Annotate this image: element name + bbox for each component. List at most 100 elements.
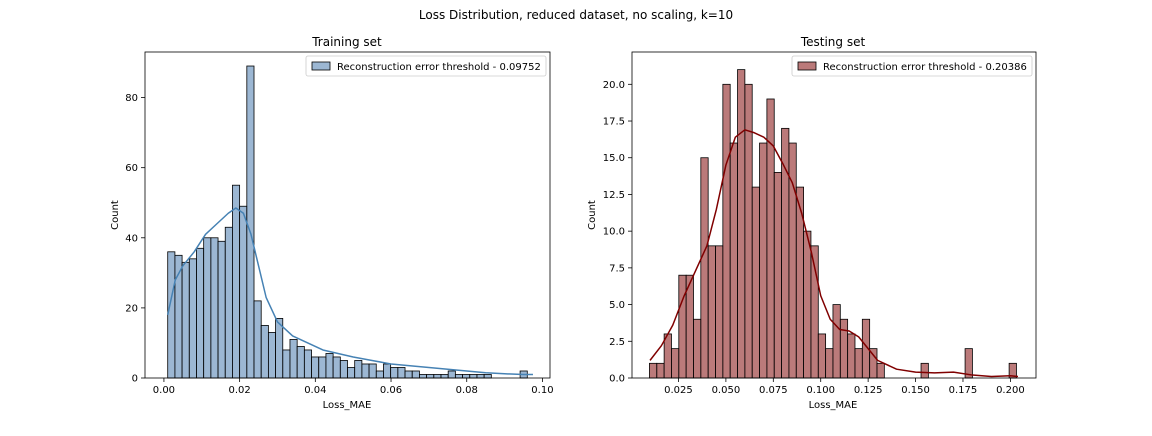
training-set-xlabel: Loss_MAE: [323, 400, 372, 411]
testing-histogram-bar: [781, 127, 790, 379]
training-set-title: Training set: [311, 35, 382, 49]
testing-histogram-bar: [759, 142, 768, 379]
training-histogram-bar: [188, 258, 197, 379]
training-histogram-bar: [411, 370, 420, 379]
training-histogram-bar: [483, 374, 492, 379]
training-set-plot-area: 0.00 0.02 0.04 0.06 0.08 0.10 0 20 40 60 80 Reconst…: [125, 51, 554, 396]
testing-y-tick-label: 17.5: [603, 117, 625, 128]
testing-y-tick-label: 10.0: [603, 227, 625, 238]
training-histogram-bar: [361, 363, 370, 379]
testing-histogram-bar: [803, 230, 812, 379]
testing-histogram-bar: [920, 362, 929, 379]
training-histogram-bar: [426, 374, 435, 379]
testing-histogram-bar: [663, 333, 672, 379]
testing-x-tick-label: 0.125: [854, 385, 883, 396]
training-histogram-bar: [311, 356, 320, 379]
training-histogram-bar: [210, 237, 219, 379]
testing-x-tick-label: 0.175: [949, 385, 978, 396]
testing-histogram-bar: [671, 348, 680, 379]
testing-y-tick-label: 15.0: [603, 153, 625, 164]
training-histogram-bar: [260, 325, 269, 379]
training-histogram-bar: [232, 184, 241, 379]
testing-set-plot-area: 0.025 0.050 0.075 0.100 0.125 0.150 0.175 0.200…: [603, 51, 1037, 396]
testing-histogram-bar: [832, 304, 841, 379]
training-y-tick-label: 20: [125, 303, 138, 314]
training-histogram-bar: [476, 374, 485, 379]
training-histogram-bar: [296, 346, 305, 379]
testing-x-tick-label: 0.100: [806, 385, 835, 396]
testing-histogram-bar: [715, 245, 724, 379]
training-legend-box: [305, 55, 547, 77]
training-x-tick-label: 0.10: [531, 385, 553, 396]
training-histogram-bar: [282, 349, 291, 379]
testing-histogram-bar: [707, 245, 716, 379]
testing-set-xlabel: Loss_MAE: [809, 400, 858, 411]
training-y-tick-label: 0: [132, 374, 138, 385]
testing-axes-frame: [631, 51, 1037, 379]
training-histogram-bar: [419, 374, 428, 379]
training-x-tick-label: 0.08: [456, 385, 478, 396]
training-histogram-bar: [224, 226, 233, 379]
training-histogram-bar: [325, 353, 334, 379]
training-histogram-bar: [303, 349, 312, 379]
testing-y-tick-label: 12.5: [603, 190, 625, 201]
figure-title: Loss Distribution, reduced dataset, no s…: [419, 8, 733, 22]
training-y-tick-label: 60: [125, 163, 138, 174]
testing-x-tick-label: 0.050: [712, 385, 741, 396]
training-histogram-bar: [289, 339, 298, 379]
training-set-ylabel: Count: [110, 200, 121, 230]
testing-legend-label: Reconstruction error threshold - 0.20386: [823, 62, 1027, 73]
testing-histogram-bar: [839, 318, 849, 379]
training-axes-frame: [144, 51, 551, 379]
training-histogram-bar: [196, 247, 205, 379]
testing-y-tick-label: 20.0: [603, 80, 625, 91]
training-legend: Reconstruction error threshold - 0.09752: [305, 55, 547, 77]
testing-histogram-bar: [744, 83, 753, 379]
testing-legend-box: [791, 55, 1033, 77]
testing-histogram-bar: [649, 362, 658, 379]
training-histogram-bar: [347, 367, 356, 379]
training-histogram-bar: [447, 370, 456, 379]
testing-histogram-bar: [825, 348, 834, 379]
testing-legend: Reconstruction error threshold - 0.20386: [791, 55, 1033, 77]
training-set-panel: Training set Loss_MAE Count 0.00 0.02 0.04…: [110, 35, 554, 411]
training-kde-line: [166, 207, 533, 376]
training-x-tick-label: 0.04: [304, 385, 326, 396]
testing-histogram-bar: [854, 348, 863, 379]
testing-histogram-bar: [737, 69, 746, 379]
training-histogram-bar: [217, 240, 226, 379]
testing-histogram-bar: [773, 172, 782, 379]
testing-x-tick-label: 0.075: [759, 385, 788, 396]
training-histogram-bar: [440, 374, 449, 379]
testing-set-ylabel: Count: [587, 200, 598, 230]
training-x-tick-label: 0.06: [380, 385, 402, 396]
training-histogram-bar: [181, 261, 190, 379]
training-histogram-bar: [383, 363, 392, 379]
testing-histogram-bar: [817, 333, 827, 379]
testing-y-tick-label: 0.0: [609, 374, 625, 385]
training-histogram-bar: [275, 318, 284, 379]
training-y-tick-label: 80: [125, 93, 138, 104]
testing-kde-line: [649, 129, 1019, 378]
training-histogram-bar: [203, 237, 212, 379]
training-x-tick-label: 0.02: [228, 385, 250, 396]
training-x-tick-label: 0.00: [153, 385, 175, 396]
testing-histogram-bar: [700, 157, 709, 379]
testing-histogram-bar: [876, 362, 885, 379]
training-histogram-bar: [253, 300, 262, 379]
testing-x-tick-label: 0.150: [901, 385, 930, 396]
training-histogram-bar: [368, 363, 377, 379]
training-bars: [167, 65, 528, 379]
training-histogram-bar: [239, 205, 248, 379]
training-histogram-bar: [167, 251, 176, 379]
training-histogram-bar: [454, 374, 463, 379]
testing-y-tick-label: 5.0: [609, 300, 625, 311]
testing-legend-swatch: [797, 61, 817, 71]
training-histogram-bar: [462, 374, 471, 379]
training-histogram-bar: [404, 370, 413, 379]
testing-histogram-bar: [678, 274, 687, 379]
training-histogram-bar: [375, 370, 384, 379]
testing-set-panel: Testing set Loss_MAE Count 0.025 0.050 0.0…: [587, 35, 1037, 411]
testing-set-title: Testing set: [800, 35, 866, 49]
testing-histogram-bar: [751, 186, 760, 379]
